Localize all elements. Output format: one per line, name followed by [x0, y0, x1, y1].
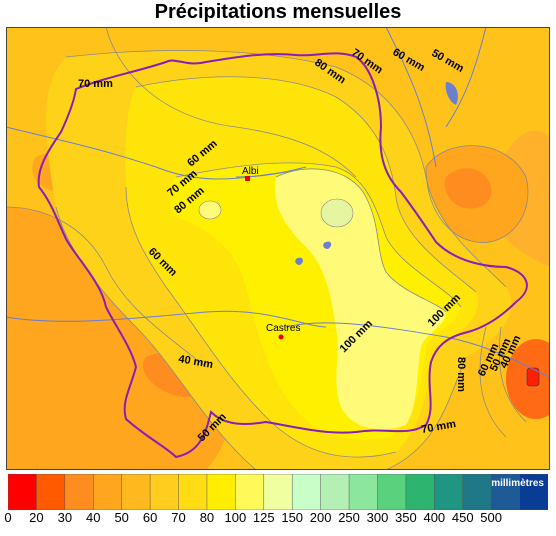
legend-cell [178, 474, 208, 510]
legend-cell [235, 474, 265, 510]
legend-cell [8, 474, 38, 510]
department-boundary [37, 52, 528, 459]
isolines [6, 27, 529, 470]
isoline-label: 80 mm [455, 357, 467, 392]
city-label: Albi [242, 166, 259, 177]
zone-40-50-sw [6, 207, 229, 470]
legend-cell [405, 474, 436, 510]
legend-tick-label: 350 [395, 510, 417, 525]
zone-30-40-ne [444, 168, 492, 209]
legend-tick-label: 50 [114, 510, 129, 525]
legend-tick-label: 70 [171, 510, 186, 525]
legend-tick-label: 60 [142, 510, 158, 525]
legend-cell [490, 474, 521, 510]
lake [323, 241, 332, 249]
legend-tick-label: 0 [4, 510, 12, 525]
lake [445, 82, 458, 105]
legend-cell [434, 474, 464, 510]
legend-cell [320, 474, 350, 510]
legend-cells [8, 474, 548, 510]
legend-cell [64, 474, 95, 510]
legend-tick-label: 100 [224, 510, 247, 525]
legend-unit-label: millimètres [491, 478, 544, 489]
isoline-label: 40 mm [177, 353, 214, 371]
legend-cell [149, 474, 180, 510]
city-marker [278, 334, 284, 340]
legend-tick-label: 450 [451, 510, 474, 525]
legend-cell [291, 474, 322, 510]
legend-cell [462, 474, 492, 510]
legend-tick-label: 250 [338, 510, 360, 525]
color-legend: millimètres [8, 474, 548, 510]
map-title: Précipitations mensuelles [154, 1, 402, 23]
map-frame [6, 27, 550, 470]
city-label: Castres [266, 323, 300, 334]
precipitation-map: Albi Castres 70 mm 80 mm 70 mm 60 mm 50 … [6, 27, 550, 470]
legend-cell [348, 474, 379, 510]
legend-tick-label: 200 [309, 510, 332, 525]
city-castres: Castres [266, 323, 300, 340]
zone-125-150 [320, 198, 354, 228]
isoline-label: 70 mm [420, 418, 457, 436]
zone-100-125 [275, 168, 446, 430]
legend-tick-label: 150 [281, 510, 304, 525]
legend-tick-label: 125 [252, 510, 275, 525]
legend-tick-label: 20 [29, 510, 44, 525]
zone-100-125-small [198, 200, 222, 220]
legend-tick-label: 80 [199, 510, 215, 525]
legend-tick-label: 500 [480, 510, 503, 525]
isoline-label: 70 mm [78, 78, 113, 90]
legend-cell [519, 474, 548, 510]
legend-cell [121, 474, 151, 510]
legend-tick-label: 30 [57, 510, 73, 525]
lake [295, 257, 303, 265]
legend-tick-label: 40 [86, 510, 101, 525]
legend-tick-label: 400 [423, 510, 446, 525]
legend-cell [377, 474, 407, 510]
legend-cell [263, 474, 293, 510]
legend-cell [93, 474, 123, 510]
city-albi: Albi [242, 166, 259, 181]
legend-ticks: 0 20 30 40 50 60 70 80 100 125 150 200 250 300 350 400 4… [0, 510, 556, 530]
city-marker [245, 176, 250, 181]
legend-cell [206, 474, 237, 510]
legend-tick-label: 300 [366, 510, 389, 525]
legend-cell [36, 474, 66, 510]
zone-0-20-se [526, 367, 540, 387]
